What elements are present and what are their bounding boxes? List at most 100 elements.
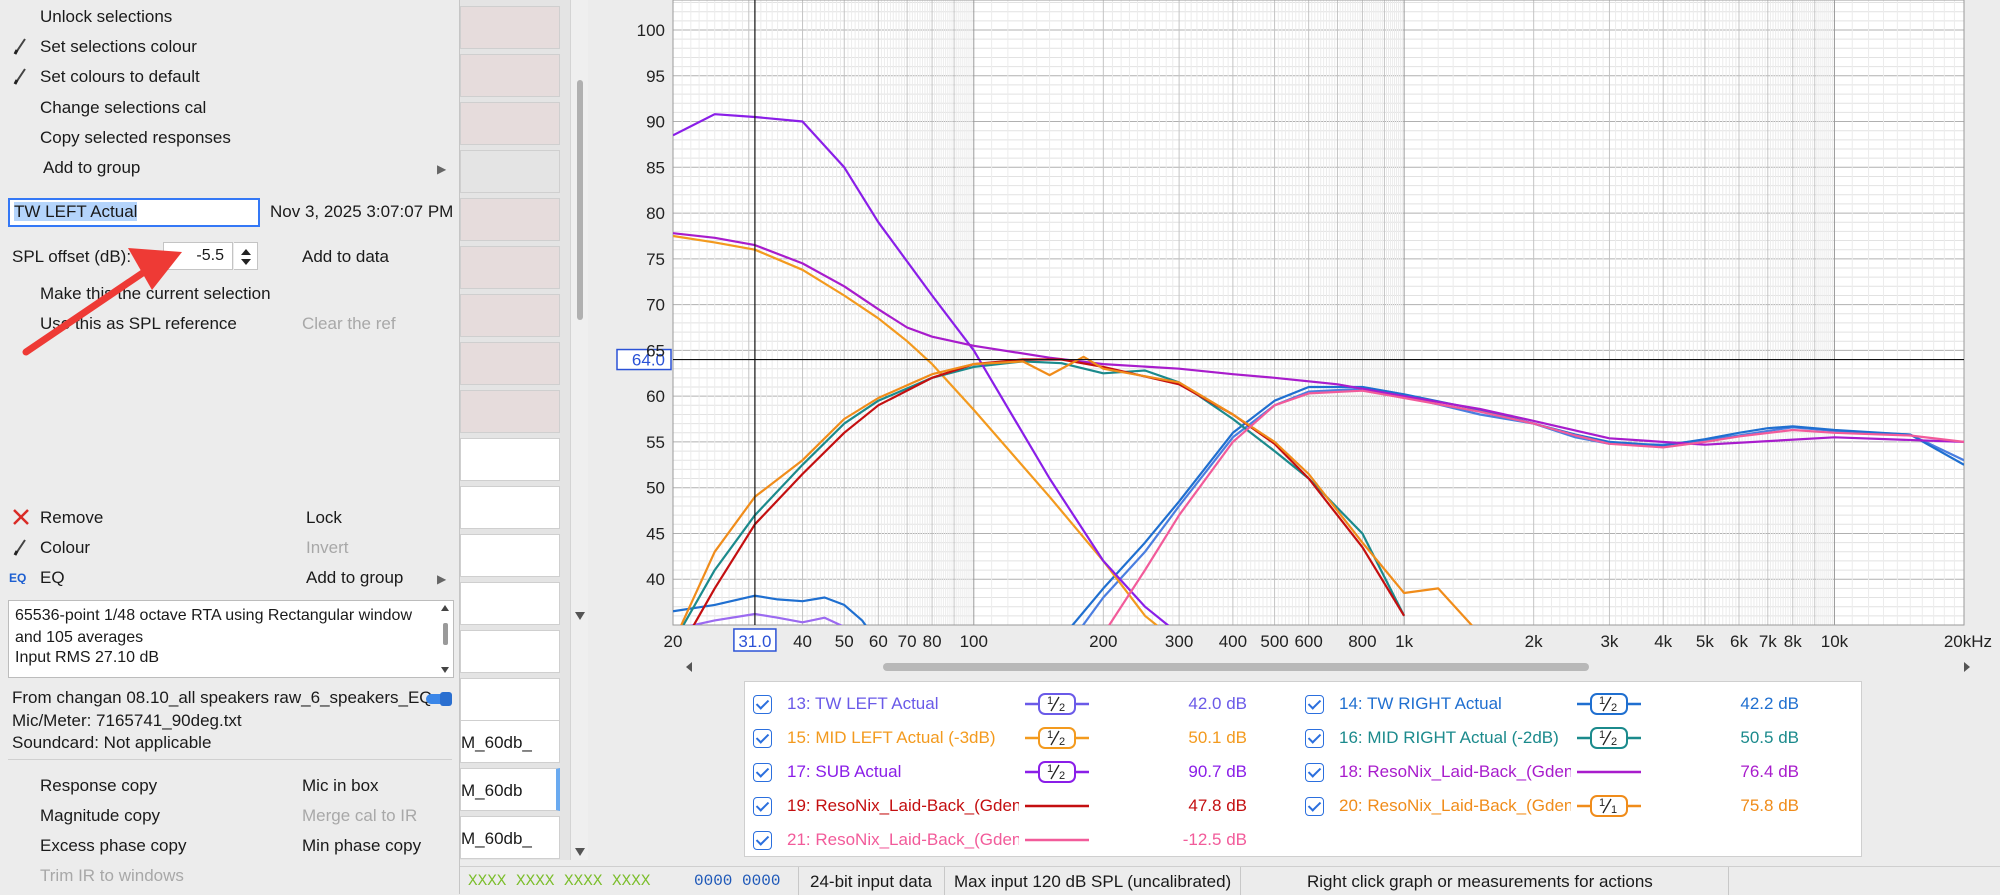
trim-ir-button[interactable]: Trim IR to windows [40,866,184,885]
line-swatch[interactable] [1025,794,1089,818]
line-swatch[interactable] [1577,760,1641,784]
smoothing-indicator[interactable]: 12 [1577,726,1641,750]
list-item[interactable] [460,678,560,721]
divider [798,867,799,895]
add-to-group-button[interactable]: Add to group [306,568,404,587]
x-tick-label: 4k [1654,632,1672,651]
excess-phase-copy-button[interactable]: Excess phase copy [40,836,187,855]
source-info: From changan 08.10_all speakers raw_6_sp… [12,688,447,707]
list-scrollbar[interactable] [570,0,588,860]
frequency-response-graph[interactable]: 40 45 50 55 60 64.065 70 75 80 85 90 95 100 20 31.0 40… [588,0,2000,860]
legend-item[interactable]: 18: ResoNix_Laid-Back_(Gdenicht 76.4 dB [1305,756,1845,788]
list-item[interactable]: M_60db_ [460,720,560,763]
smoothing-indicator[interactable]: 12 [1577,692,1641,716]
smoothing-indicator[interactable]: 12 [1025,692,1089,716]
list-item[interactable] [460,246,560,289]
graph-h-scrollbar[interactable] [678,658,1978,676]
min-phase-copy-button[interactable]: Min phase copy [302,836,422,855]
toggle-icon[interactable] [424,690,454,708]
spl-offset-field[interactable]: -5.5 [163,242,233,270]
plot-border [672,0,1965,626]
y-tick-label: 45 [646,524,665,543]
series-line [1107,389,1964,625]
remove-button[interactable]: Remove [40,508,104,527]
list-item[interactable] [460,198,560,241]
legend-item[interactable]: 16: MID RIGHT Actual (-2dB) 1 2 50.5 dB [1305,722,1845,754]
list-item[interactable] [460,582,560,625]
menu-add-to-group[interactable]: Add to group [43,158,141,177]
menu-copy-selected-responses[interactable]: Copy selected responses [40,128,231,147]
legend-checkbox[interactable] [753,831,772,850]
x-tick-label: 31.0 [738,632,771,651]
smoothing-indicator[interactable]: 12 [1025,760,1089,784]
legend-checkbox[interactable] [1305,763,1324,782]
x-tick-label: 400 [1219,632,1247,651]
spl-offset-stepper[interactable] [234,242,258,270]
annotation-arrow [22,248,182,356]
svg-text:2: 2 [1059,702,1065,714]
eq-button[interactable]: EQ [40,568,65,587]
legend-item[interactable]: 20: ResoNix_Laid-Back_(Gdenicht 11 75.8 dB [1305,790,1845,822]
menu-set-selections-colour[interactable]: Set selections colour [40,37,197,56]
legend-checkbox[interactable] [1305,695,1324,714]
menu-set-colours-default[interactable]: Set colours to default [40,67,200,86]
legend-checkbox[interactable] [1305,797,1324,816]
x-tick-label: 70 [898,632,917,651]
add-to-data-button[interactable]: Add to data [302,247,389,266]
list-item[interactable] [460,342,560,385]
list-item[interactable] [460,294,560,337]
legend-name: 21: ResoNix_Laid-Back_(Gdenicht [787,830,1019,849]
list-item[interactable] [460,486,560,529]
status-input-bits: 24-bit input data [810,872,932,891]
lock-button[interactable]: Lock [306,508,342,527]
legend-level: 76.4 dB [1740,762,1799,781]
list-item[interactable] [460,54,560,97]
response-copy-button[interactable]: Response copy [40,776,158,795]
notes-scrollbar[interactable] [437,601,453,677]
list-item[interactable] [460,150,560,193]
list-item[interactable] [460,390,560,433]
series-line [673,594,867,625]
legend-checkbox[interactable] [753,695,772,714]
menu-change-selections-cal[interactable]: Change selections cal [40,98,207,117]
legend-checkbox[interactable] [1305,729,1324,748]
legend-item[interactable]: 14: TW RIGHT Actual 1 2 42.2 dB [1305,688,1845,720]
legend-item[interactable]: 19: ResoNix_Laid-Back_(Gdenicht 47.8 dB [753,790,1293,822]
legend-level: -12.5 dB [1182,830,1247,849]
measurement-list[interactable]: M_60db_ M_60db M_60db_ [460,0,570,860]
legend-checkbox[interactable] [753,763,772,782]
magnitude-copy-button[interactable]: Magnitude copy [40,806,161,825]
list-item-selected[interactable]: M_60db [460,768,560,811]
merge-cal-button[interactable]: Merge cal to IR [302,806,418,825]
pencil-icon [12,537,28,557]
plot-area [673,0,1964,625]
colour-button[interactable]: Colour [40,538,91,557]
smoothing-indicator[interactable]: 11 [1577,794,1641,818]
list-item[interactable] [460,102,560,145]
list-item[interactable] [460,630,560,673]
notes-text: 65536-point 1/48 octave RTA using Rectan… [15,607,412,646]
measurement-name-field[interactable]: TW LEFT Actual [8,198,260,227]
legend-item[interactable]: 17: SUB Actual 1 2 90.7 dB [753,756,1293,788]
legend-item[interactable]: 15: MID LEFT Actual (-3dB) 1 2 50.1 dB [753,722,1293,754]
invert-button[interactable]: Invert [306,538,349,557]
list-item[interactable] [460,6,560,49]
x-tick-label: 7k [1759,632,1777,651]
list-item[interactable] [460,438,560,481]
line-swatch[interactable] [1025,828,1089,852]
use-spl-reference-button[interactable]: Use this as SPL reference [40,314,237,333]
list-item[interactable]: M_60db_ [460,816,560,859]
legend-checkbox[interactable] [753,797,772,816]
legend-item[interactable]: 21: ResoNix_Laid-Back_(Gdenicht -12.5 dB [753,824,1293,856]
mic-in-box-button[interactable]: Mic in box [302,776,379,795]
clear-reference-button[interactable]: Clear the ref [302,314,396,333]
x-tick-label: 50 [835,632,854,651]
menu-unlock-selections[interactable]: Unlock selections [40,7,173,26]
legend-item[interactable]: 13: TW LEFT Actual 1 2 42.0 dB [753,688,1293,720]
legend-checkbox[interactable] [753,729,772,748]
measurement-date: Nov 3, 2025 3:07:07 PM [270,202,454,221]
smoothing-indicator[interactable]: 12 [1025,726,1089,750]
list-item[interactable] [460,534,560,577]
make-current-selection-button[interactable]: Make this the current selection [40,284,271,303]
notes-textarea[interactable]: 65536-point 1/48 octave RTA using Rectan… [8,600,454,678]
